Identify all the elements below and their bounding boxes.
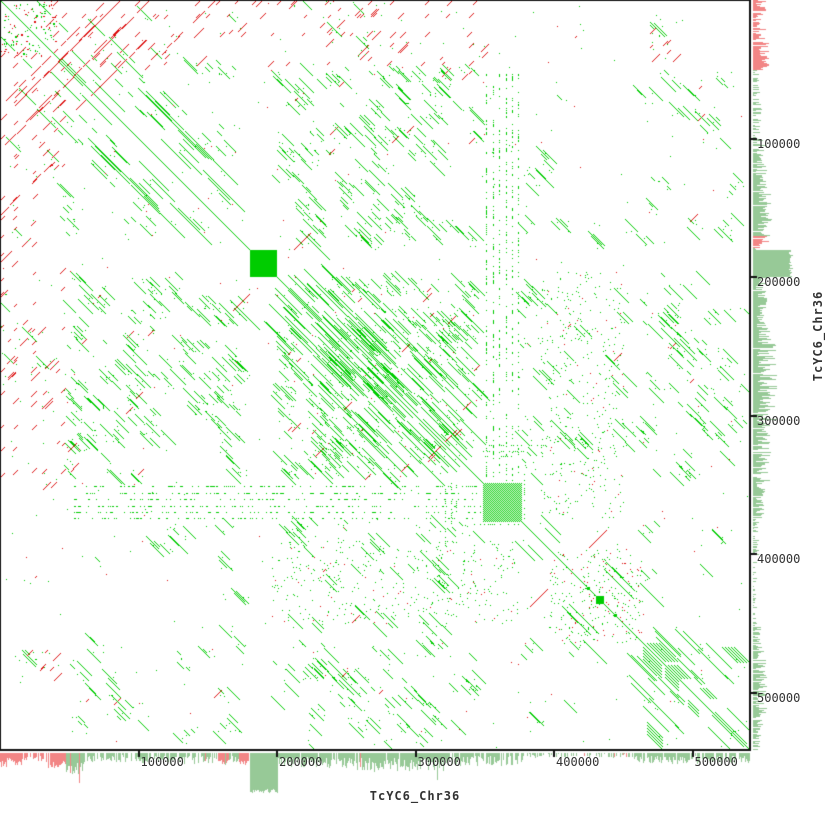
y-tick-label: 100000 <box>757 136 801 151</box>
y-tick-label: 400000 <box>757 552 801 567</box>
y-axis-title: TcYC6_Chr36 <box>811 290 825 382</box>
x-tick-label: 400000 <box>556 755 600 769</box>
x-axis-title: TcYC6_Chr36 <box>369 789 461 803</box>
y-tick-label: 200000 <box>757 275 801 289</box>
x-tick-label: 100000 <box>140 755 184 769</box>
x-tick-label: 500000 <box>694 755 738 769</box>
x-tick-label: 200000 <box>279 755 323 769</box>
x-tick-label: 300000 <box>417 755 461 769</box>
y-tick-label: 500000 <box>757 690 801 705</box>
y-tick-label: 300000 <box>757 413 801 428</box>
